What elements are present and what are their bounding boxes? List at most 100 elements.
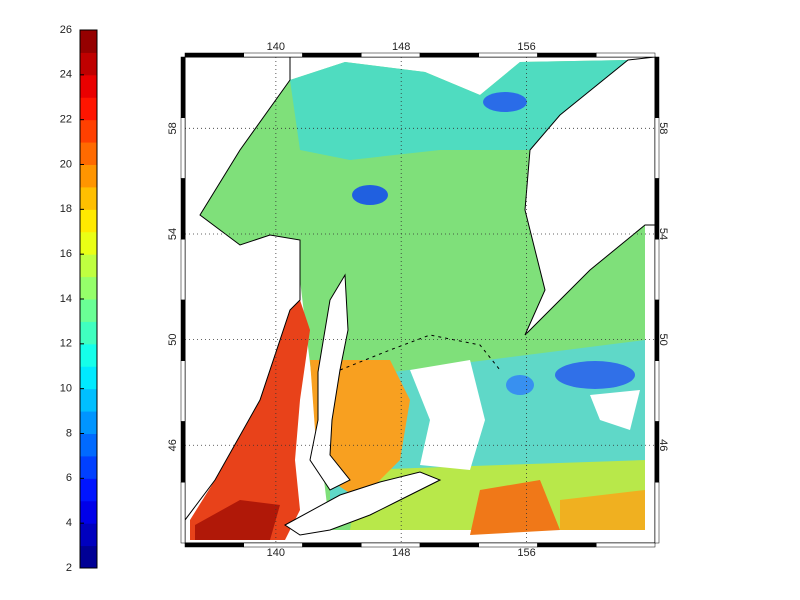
frame-bar xyxy=(180,421,186,483)
frame-bar xyxy=(654,56,660,118)
colorbar-band xyxy=(80,254,97,278)
sakhalin xyxy=(309,273,351,491)
colorbar-band xyxy=(80,321,97,345)
frame-bar xyxy=(478,52,538,58)
cold-spot xyxy=(555,361,635,389)
colorbar-band xyxy=(80,478,97,502)
lon-label-bottom: 140 xyxy=(267,547,285,559)
warm-field xyxy=(470,480,560,535)
warm-field xyxy=(560,490,645,530)
lat-label-right: 50 xyxy=(657,333,669,345)
lon-label-bottom: 148 xyxy=(392,547,410,559)
colorbar-band xyxy=(80,30,97,53)
colorbar-tick-label: 6 xyxy=(66,472,72,484)
cold-spot xyxy=(483,92,527,112)
cold-spot xyxy=(506,375,534,395)
kamchatka xyxy=(524,57,655,336)
lat-label-right: 54 xyxy=(657,228,669,240)
colorbar-tick-label: 16 xyxy=(60,248,72,260)
frame-bar xyxy=(419,52,479,58)
kuril-islands xyxy=(339,334,501,371)
frame-bar xyxy=(180,178,186,240)
frame-bar xyxy=(184,542,244,548)
frame-bar xyxy=(654,239,660,301)
lon-label-top: 140 xyxy=(267,41,285,53)
colorbar-band xyxy=(80,411,97,434)
colorbar-tick-label: 12 xyxy=(60,338,72,350)
colorbar-tick-label: 14 xyxy=(60,293,72,305)
colorbar-band xyxy=(80,545,97,569)
frame-bar xyxy=(243,52,303,58)
mainland xyxy=(185,57,301,521)
warm-field xyxy=(195,500,280,540)
frame-bar xyxy=(654,421,660,483)
lat-label-left: 46 xyxy=(167,439,179,451)
frame-bar xyxy=(654,360,660,422)
frame-bar xyxy=(180,56,186,118)
colorbar-band xyxy=(80,455,97,479)
lon-label-top: 156 xyxy=(517,41,535,53)
colorbar-band xyxy=(80,231,97,255)
map-field xyxy=(185,57,655,540)
frame-bar xyxy=(184,52,244,58)
colorbar-band xyxy=(80,52,97,76)
lon-label-bottom: 156 xyxy=(517,547,535,559)
lat-label-left: 54 xyxy=(167,228,179,240)
colorbar-band xyxy=(80,97,97,121)
colorbar-band xyxy=(80,500,97,524)
frame-bar xyxy=(537,542,597,548)
frame-bar xyxy=(654,117,660,179)
frame-bar xyxy=(596,52,656,58)
frame-bar xyxy=(596,542,656,548)
frame-bar xyxy=(361,52,421,58)
lat-label-left: 50 xyxy=(167,333,179,345)
frame-bar xyxy=(361,542,421,548)
colorbar-band xyxy=(80,276,97,300)
colorbar-band xyxy=(80,74,97,98)
frame-bar xyxy=(180,239,186,301)
frame-bar xyxy=(180,482,186,544)
colorbar-band xyxy=(80,433,97,457)
colorbar-tick-label: 10 xyxy=(60,383,72,395)
frame-bar xyxy=(654,482,660,544)
colorbar-band xyxy=(80,523,97,547)
colorbar-band xyxy=(80,388,97,412)
no-data xyxy=(590,390,640,430)
colorbar-band xyxy=(80,366,97,390)
frame-bar xyxy=(654,178,660,240)
frame-bar xyxy=(243,542,303,548)
lat-label-right: 46 xyxy=(657,439,669,451)
sea-field xyxy=(290,60,628,160)
colorbar-band xyxy=(80,299,97,322)
lon-label-top: 148 xyxy=(392,41,410,53)
warm-field xyxy=(190,300,310,540)
lat-label-right: 58 xyxy=(657,122,669,134)
no-data xyxy=(410,360,485,470)
colorbar-tick-label: 2 xyxy=(66,562,72,574)
frame-bar xyxy=(180,299,186,361)
frame-bar xyxy=(537,52,597,58)
frame-bar xyxy=(302,542,362,548)
colorbar-tick-label: 4 xyxy=(66,517,72,529)
colorbar-band xyxy=(80,343,97,367)
colorbar-band xyxy=(80,209,97,233)
frame-bar xyxy=(419,542,479,548)
colorbar-tick-label: 18 xyxy=(60,203,72,215)
frame-bar xyxy=(180,360,186,422)
frame-bar xyxy=(302,52,362,58)
frame-bar xyxy=(654,299,660,361)
colorbar-tick-label: 8 xyxy=(66,427,72,439)
frame-bar xyxy=(180,117,186,179)
cold-spot xyxy=(352,185,388,205)
colorbar-band xyxy=(80,164,97,188)
lat-label-left: 58 xyxy=(167,122,179,134)
frame-bar xyxy=(478,542,538,548)
map: 140 140 148 148 156 156 46 46 50 50 54 54 58 58 xyxy=(167,41,669,559)
hokkaido xyxy=(284,471,442,536)
colorbar-tick-label: 26 xyxy=(60,24,72,36)
colorbar-band xyxy=(80,186,97,210)
colorbar-band xyxy=(80,142,97,165)
colorbar-tick-label: 22 xyxy=(60,114,72,126)
